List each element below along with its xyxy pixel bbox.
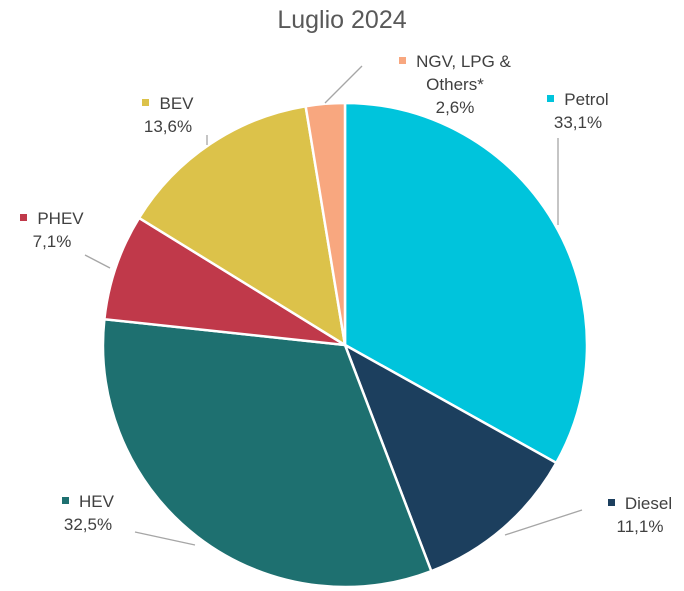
label-name: BEV xyxy=(113,92,223,115)
value-label: 7,1% xyxy=(32,232,72,251)
data-label: Diesel 11,1% xyxy=(585,492,684,538)
pie-slice xyxy=(101,317,433,589)
category-name: BEV xyxy=(159,94,194,113)
data-label: PHEV 7,1% xyxy=(0,207,107,253)
category-name: HEV xyxy=(79,492,114,511)
data-label: NGV, LPG & Others* 2,6% xyxy=(380,50,530,119)
legend-marker xyxy=(20,214,28,222)
legend-marker xyxy=(399,57,407,65)
leader-line xyxy=(324,65,363,104)
pie-slice xyxy=(137,104,347,348)
legend-marker xyxy=(607,499,615,507)
label-name: Petrol xyxy=(518,88,638,111)
value-label: 11,1% xyxy=(616,517,664,536)
value-label: 32,5% xyxy=(63,515,113,534)
pie-slice xyxy=(343,101,589,465)
chart-title: Luglio 2024 xyxy=(277,6,407,34)
category-name: NGV, LPG & Others* xyxy=(416,52,511,94)
label-name: PHEV xyxy=(0,207,107,230)
label-name: NGV, LPG & Others* xyxy=(380,50,530,96)
data-label: HEV 32,5% xyxy=(33,490,143,536)
legend-marker xyxy=(142,99,150,107)
legend-marker xyxy=(62,497,70,505)
category-name: Petrol xyxy=(564,90,609,109)
pie-slice xyxy=(304,101,347,346)
pie-slice xyxy=(342,342,559,573)
data-label: BEV 13,6% xyxy=(113,92,223,138)
label-name: HEV xyxy=(33,490,143,513)
value-label: 2,6% xyxy=(435,98,475,117)
label-name: Diesel xyxy=(585,492,684,515)
pie-slice xyxy=(103,216,346,347)
category-name: Diesel xyxy=(624,494,673,513)
category-name: PHEV xyxy=(37,209,84,228)
data-label: Petrol 33,1% xyxy=(518,88,638,134)
leader-line xyxy=(84,254,111,269)
leader-line xyxy=(134,531,196,546)
value-label: 13,6% xyxy=(143,117,193,136)
legend-marker xyxy=(547,95,555,103)
value-label: 33,1% xyxy=(553,113,603,132)
leader-line xyxy=(504,509,583,536)
